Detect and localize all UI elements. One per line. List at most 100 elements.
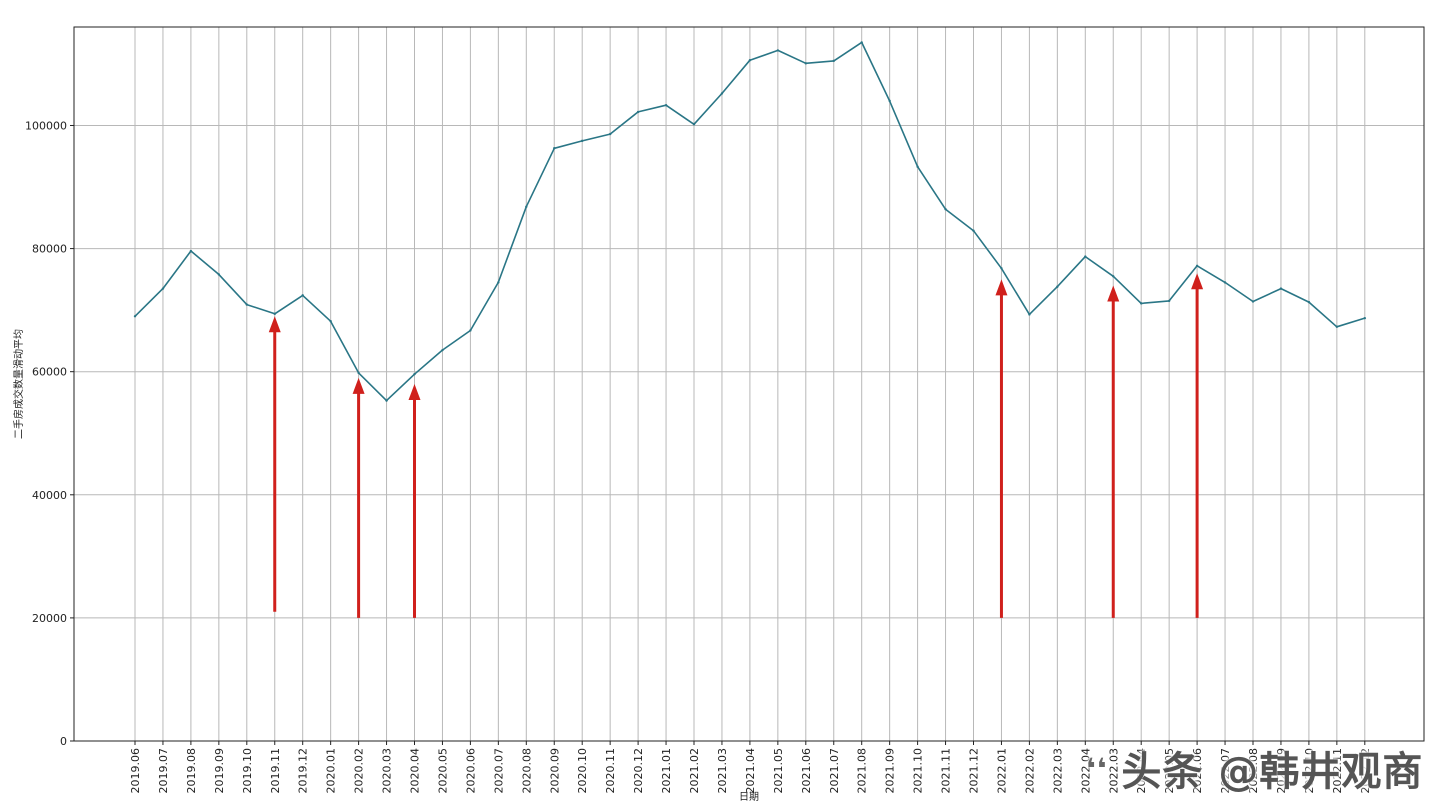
data-point	[413, 372, 416, 376]
x-tick-label: 2020.09	[548, 748, 561, 794]
data-point	[692, 123, 696, 126]
arrow-head	[995, 279, 1008, 296]
data-point	[1140, 302, 1143, 305]
data-point	[832, 59, 835, 63]
data-point	[441, 348, 444, 352]
y-tick-label: 20000	[32, 612, 67, 625]
x-tick-label: 2022.03	[1051, 748, 1064, 794]
x-tick-label: 2022.04	[1135, 748, 1148, 794]
x-tick-label: 2021.03	[716, 748, 729, 794]
data-point	[748, 59, 752, 62]
data-point	[1112, 275, 1115, 278]
arrow-head	[408, 384, 421, 400]
annotation-arrow	[408, 384, 421, 618]
x-tick-label: 2020.06	[464, 748, 477, 794]
x-tick-label: 2020.12	[632, 748, 645, 794]
x-tick-label: 2021.09	[884, 748, 897, 794]
data-point	[664, 103, 668, 107]
x-tick-label: 2021.02	[688, 748, 701, 794]
x-axis-ticks: 2019.06 2019.07 2019.08 2019.09 2019.10 2019.…	[129, 741, 1372, 794]
x-tick-label: 2021.04	[744, 748, 757, 794]
plot-frame	[73, 26, 1425, 742]
x-tick-label: 2020.04	[409, 748, 422, 794]
x-tick-label: 2022.11	[1331, 748, 1344, 794]
y-tick-label: 0	[60, 735, 67, 748]
grid-lines	[74, 27, 1424, 742]
data-point	[217, 273, 221, 276]
data-point	[1167, 299, 1171, 303]
x-tick-label: 2022.09	[1275, 748, 1288, 794]
x-tick-label: 2022.07	[1219, 748, 1232, 794]
data-point	[1028, 313, 1031, 316]
annotation-arrow	[268, 316, 281, 612]
x-tick-label: 2020.11	[604, 748, 617, 794]
data-point	[916, 165, 919, 168]
y-axis-ticks: 0 20000 40000 60000 80000 100000	[25, 119, 74, 748]
data-point	[357, 371, 360, 375]
data-point	[1056, 285, 1059, 288]
data-point	[1335, 325, 1339, 328]
annotation-arrow	[352, 377, 365, 618]
data-point	[329, 320, 332, 323]
data-point	[944, 207, 947, 211]
data-point	[133, 315, 137, 318]
data-point	[469, 329, 472, 332]
data-point	[273, 312, 276, 316]
x-tick-label: 2020.02	[353, 748, 366, 794]
x-tick-label: 2021.08	[856, 748, 869, 794]
x-tick-label: 2022.12	[1359, 748, 1372, 794]
data-point	[776, 49, 780, 52]
annotation-arrow	[1107, 285, 1120, 618]
x-tick-label: 2022.06	[1191, 748, 1204, 794]
x-tick-label: 2021.12	[968, 748, 981, 794]
y-tick-label: 60000	[32, 366, 67, 379]
x-tick-label: 2020.07	[492, 748, 505, 794]
toutiao-logo-icon: ❛❛	[1086, 751, 1108, 785]
x-tick-label: 2019.11	[269, 748, 282, 794]
data-point	[1307, 300, 1311, 304]
annotation-arrows	[268, 273, 1204, 618]
data-point	[161, 287, 165, 290]
x-tick-label: 2022.01	[995, 748, 1008, 794]
data-point	[1084, 255, 1087, 258]
x-tick-label: 2021.05	[772, 748, 785, 794]
x-tick-label: 2022.03	[1107, 748, 1120, 794]
x-tick-label: 2022.05	[1163, 748, 1176, 794]
x-tick-label: 2022.08	[1247, 748, 1260, 794]
data-point	[972, 229, 975, 232]
data-point	[1251, 300, 1255, 303]
arrow-head	[1107, 285, 1120, 302]
data-point	[1363, 316, 1367, 320]
x-tick-label: 2019.12	[297, 748, 310, 794]
y-tick-label: 100000	[25, 119, 67, 132]
x-tick-label: 2020.03	[381, 748, 394, 794]
y-tick-label: 80000	[32, 243, 67, 256]
annotation-arrow	[995, 279, 1008, 618]
x-tick-label: 2021.10	[912, 748, 925, 794]
arrow-head	[1191, 273, 1204, 290]
arrow-head	[352, 377, 365, 394]
data-point	[385, 399, 388, 402]
data-point	[189, 249, 193, 253]
x-tick-label: 2020.08	[520, 748, 533, 794]
x-axis-label: 日期	[739, 791, 759, 803]
watermark-text: 头条 @韩井观商	[1121, 749, 1424, 795]
data-point	[720, 92, 724, 95]
x-tick-label: 2020.05	[436, 748, 449, 794]
x-tick-label: 2021.07	[828, 748, 841, 794]
x-tick-label: 2021.06	[800, 748, 813, 794]
x-tick-label: 2020.01	[325, 748, 338, 794]
x-tick-label: 2019.09	[213, 748, 226, 794]
x-tick-label: 2019.10	[241, 748, 254, 794]
x-tick-label: 2021.01	[660, 748, 673, 794]
data-point	[608, 132, 612, 136]
data-point	[553, 147, 556, 150]
data-point	[497, 281, 500, 284]
data-point	[1223, 281, 1227, 284]
data-point	[888, 99, 891, 103]
series-lines	[133, 41, 1367, 402]
watermark: ❛❛ 头条 @韩井观商	[1086, 738, 1423, 798]
data-point	[804, 62, 807, 65]
x-tick-label: 2022.04	[1079, 748, 1092, 794]
